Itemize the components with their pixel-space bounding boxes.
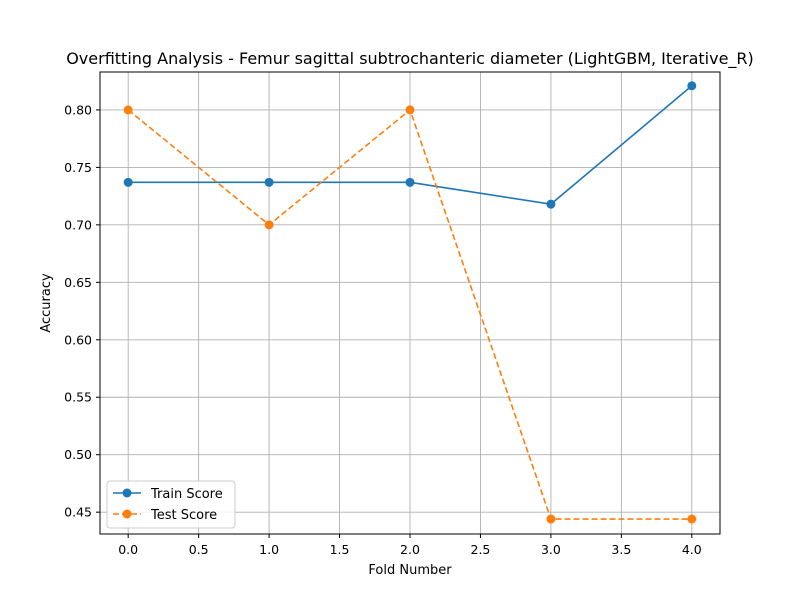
test-score-point	[546, 514, 556, 524]
x-tick-label: 0.0	[118, 542, 138, 557]
test-score-legend-label: Test Score	[150, 508, 217, 523]
x-tick-label: 3.5	[611, 542, 631, 557]
y-axis-label: Accuracy	[39, 273, 54, 333]
y-tick-label: 0.65	[64, 275, 92, 290]
x-tick-label: 3.0	[541, 542, 561, 557]
test-score-series	[123, 105, 697, 524]
train-score-point	[123, 177, 133, 187]
test-score-point	[687, 514, 697, 524]
x-tick-label: 2.5	[471, 542, 491, 557]
series-group	[123, 81, 697, 524]
test-score-point	[405, 105, 415, 115]
y-tick-label: 0.45	[64, 505, 92, 520]
x-tick-label: 1.5	[330, 542, 350, 557]
train-score-point	[687, 81, 697, 91]
y-tick-label: 0.60	[64, 332, 92, 347]
axis-ticks: 0.0 0.5 1.0 1.5 2.0 2.5 3.0 3.5 4.0 0.45 0.50 0.55 0…	[64, 102, 702, 557]
plot-area-frame	[99, 71, 721, 535]
train-score-legend-label: Train Score	[150, 487, 223, 502]
test-score-point	[123, 105, 133, 115]
test-score-point	[264, 220, 274, 230]
train-score-series	[123, 81, 697, 209]
x-tick-label: 2.0	[400, 542, 420, 557]
x-axis-label: Fold Number	[368, 563, 452, 578]
y-tick-label: 0.75	[64, 160, 92, 175]
train-score-point	[546, 199, 556, 209]
y-tick-label: 0.70	[64, 217, 92, 232]
y-tick-label: 0.55	[64, 390, 92, 405]
chart-title: Overfitting Analysis - Femur sagittal su…	[66, 49, 754, 69]
test-score-legend-marker	[122, 509, 132, 519]
train-score-point	[264, 177, 274, 187]
y-tick-label: 0.50	[64, 447, 92, 462]
y-tick-label: 0.80	[64, 102, 92, 117]
x-tick-label: 1.0	[259, 542, 279, 557]
grid	[100, 72, 720, 534]
x-tick-label: 0.5	[189, 542, 209, 557]
legend: Train Score Test Score	[106, 480, 236, 529]
train-score-point	[405, 177, 415, 187]
train-score-legend-marker	[122, 488, 132, 498]
x-tick-label: 4.0	[682, 542, 702, 557]
